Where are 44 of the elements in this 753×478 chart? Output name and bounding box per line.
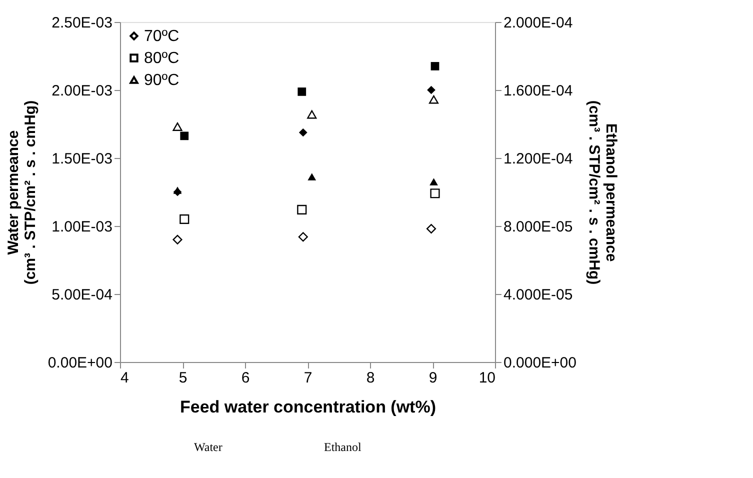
point bbox=[430, 62, 440, 70]
point bbox=[298, 232, 308, 242]
y-tick-label: 1.00E-03 bbox=[52, 218, 112, 236]
y-tick-label: 5.00E-04 bbox=[52, 286, 112, 304]
point bbox=[172, 234, 182, 244]
text: Ethanol bbox=[324, 440, 362, 454]
point bbox=[172, 122, 182, 131]
point bbox=[428, 95, 439, 104]
legend-label: 70ºC bbox=[144, 28, 180, 45]
x-axis-title: Feed water concentration (wt%) bbox=[180, 398, 436, 416]
text: Water bbox=[194, 440, 222, 454]
y2-tick-label: 4.000E-05 bbox=[504, 286, 573, 304]
legend-label: 80ºC bbox=[144, 50, 180, 67]
y-tick-label: 1.50E-03 bbox=[52, 150, 112, 168]
point bbox=[173, 186, 182, 194]
point bbox=[307, 110, 317, 119]
x-tick-label: 5 bbox=[178, 370, 188, 386]
point bbox=[308, 173, 316, 180]
x-tick-label: 9 bbox=[428, 370, 438, 386]
y2-tick-label: 1.200E-04 bbox=[504, 150, 573, 168]
y-axis-title: Water permeance (cm³ . STP/cm² . s . cmHg) bbox=[4, 100, 39, 285]
point bbox=[298, 88, 306, 96]
y2-tick-label: 8.000E-05 bbox=[504, 218, 573, 236]
point bbox=[297, 204, 307, 214]
point bbox=[427, 86, 436, 94]
y2-tick-label: 1.600E-04 bbox=[504, 82, 573, 100]
x-tick-label: 7 bbox=[304, 370, 312, 386]
x-tick-label: 4 bbox=[120, 370, 129, 386]
point bbox=[180, 132, 189, 140]
point bbox=[430, 178, 438, 186]
y-tick-label: 2.00E-03 bbox=[52, 82, 112, 100]
point bbox=[298, 128, 308, 137]
point bbox=[426, 224, 436, 234]
point bbox=[430, 188, 440, 198]
y2-tick-label: 2.000E-04 bbox=[504, 14, 573, 32]
point bbox=[180, 214, 190, 224]
y2-tick-label: 0.000E+00 bbox=[504, 354, 576, 372]
x-tick-label: 6 bbox=[241, 370, 250, 386]
x-tick-label: 10 bbox=[478, 370, 496, 386]
legend-label: 90ºC bbox=[144, 72, 180, 89]
x-tick-label: 8 bbox=[366, 370, 375, 386]
y-tick-label: 2.50E-03 bbox=[52, 14, 112, 32]
y2-axis-title: Ethanol permeance (cm³ . STP/cm² . s . cmHg) bbox=[585, 100, 620, 285]
y-tick-label: 0.00E+00 bbox=[48, 354, 112, 372]
